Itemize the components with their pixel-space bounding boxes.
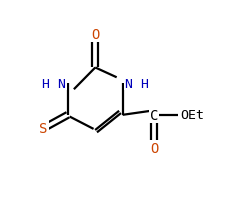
Text: H N: H N	[42, 77, 66, 90]
Text: O: O	[91, 28, 100, 42]
Text: N H: N H	[125, 77, 149, 90]
Text: OEt: OEt	[180, 109, 204, 122]
Text: C: C	[150, 108, 159, 122]
Text: S: S	[39, 122, 48, 135]
Text: O: O	[150, 142, 159, 156]
